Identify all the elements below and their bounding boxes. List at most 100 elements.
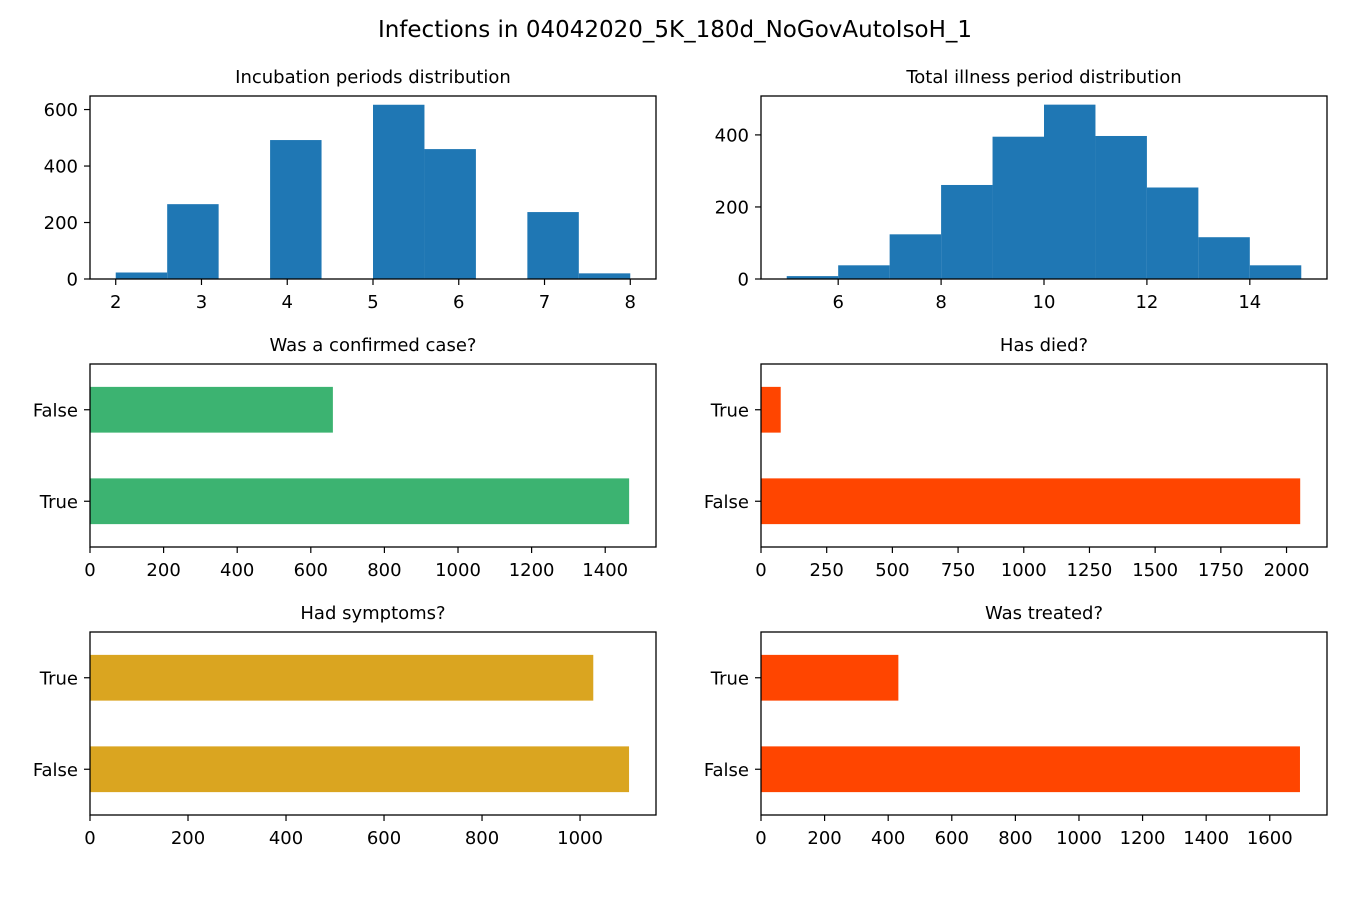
x-tick-label: 500 — [875, 560, 909, 581]
chart-panel: Was a confirmed case? True False 0 200 400 600… — [33, 335, 657, 581]
x-tick-label: 1400 — [1183, 828, 1229, 849]
chart-panel: Incubation periods distribution 2 3 4 5 6 7 8 0 2… — [44, 67, 657, 313]
y-tick-label: 400 — [44, 157, 78, 178]
histogram-bar — [115, 272, 168, 279]
axes-frame — [89, 631, 657, 816]
x-tick-label: 0 — [84, 828, 95, 849]
panel-title: Was a confirmed case? — [270, 335, 477, 356]
histogram-bar — [992, 136, 1044, 279]
category-label: False — [704, 760, 749, 781]
x-tick-label: 1000 — [557, 828, 603, 849]
y-tick-label: 200 — [715, 197, 749, 218]
y-tick-label: 0 — [738, 270, 749, 291]
chart-panel: Had symptoms? False True 0 200 400 600 800 1000 — [33, 603, 657, 849]
figure-title: Infections in 04042020_5K_180d_NoGovAuto… — [378, 17, 972, 43]
bar — [761, 746, 1300, 793]
axes-frame — [89, 363, 657, 548]
x-tick-label: 400 — [269, 828, 303, 849]
axes-frame — [760, 95, 1328, 280]
category-label: False — [33, 760, 78, 781]
bar — [761, 654, 899, 701]
x-tick-label: 12 — [1135, 292, 1158, 313]
x-tick-label: 4 — [282, 292, 293, 313]
panel-title: Had symptoms? — [300, 603, 445, 624]
bar — [761, 478, 1301, 525]
bar — [90, 746, 630, 793]
x-tick-label: 2 — [110, 292, 121, 313]
histogram-bar — [578, 273, 631, 279]
x-tick-label: 8 — [935, 292, 946, 313]
bar — [90, 386, 333, 433]
category-label: True — [39, 492, 78, 513]
chart-panel: Was treated? False True 0 200 400 600 800 1000 12… — [704, 603, 1328, 849]
bar — [90, 654, 594, 701]
x-tick-label: 3 — [196, 292, 207, 313]
x-tick-label: 10 — [1033, 292, 1056, 313]
panels: Incubation periods distribution 2 3 4 5 6 7 8 0 2… — [33, 67, 1328, 849]
histogram-bar — [270, 140, 322, 279]
x-tick-label: 0 — [755, 828, 766, 849]
category-label: False — [704, 492, 749, 513]
x-tick-label: 1200 — [1120, 828, 1166, 849]
x-tick-label: 600 — [294, 560, 328, 581]
histogram-bar — [1198, 237, 1250, 279]
histogram-bar — [167, 204, 219, 279]
x-tick-label: 1750 — [1198, 560, 1244, 581]
x-tick-label: 200 — [171, 828, 205, 849]
x-tick-label: 1250 — [1067, 560, 1113, 581]
x-tick-label: 200 — [146, 560, 180, 581]
x-tick-label: 0 — [755, 560, 766, 581]
bar — [90, 478, 630, 525]
x-tick-label: 800 — [465, 828, 499, 849]
x-tick-label: 1000 — [1001, 560, 1047, 581]
x-tick-label: 8 — [625, 292, 636, 313]
x-tick-label: 2000 — [1264, 560, 1310, 581]
category-label: False — [33, 400, 78, 421]
panel-title: Was treated? — [985, 603, 1103, 624]
x-tick-label: 14 — [1238, 292, 1261, 313]
histogram-bar — [838, 265, 890, 279]
y-tick-label: 200 — [44, 213, 78, 234]
x-tick-label: 400 — [871, 828, 905, 849]
x-tick-label: 800 — [998, 828, 1032, 849]
x-tick-label: 800 — [367, 560, 401, 581]
panel-title: Total illness period distribution — [905, 67, 1181, 88]
x-tick-label: 1000 — [435, 560, 481, 581]
x-tick-label: 750 — [941, 560, 975, 581]
x-tick-label: 600 — [367, 828, 401, 849]
panel-title: Incubation periods distribution — [235, 67, 511, 88]
axes-frame — [89, 95, 657, 280]
x-tick-label: 400 — [220, 560, 254, 581]
axes-frame — [760, 363, 1328, 548]
category-label: True — [39, 668, 78, 689]
x-tick-label: 5 — [367, 292, 378, 313]
x-tick-label: 1200 — [509, 560, 555, 581]
panel-title: Has died? — [1000, 335, 1088, 356]
x-tick-label: 1000 — [1056, 828, 1102, 849]
x-tick-label: 600 — [935, 828, 969, 849]
x-tick-label: 1600 — [1247, 828, 1293, 849]
histogram-bar — [786, 276, 839, 279]
x-tick-label: 6 — [832, 292, 843, 313]
y-tick-label: 400 — [715, 125, 749, 146]
y-tick-label: 600 — [44, 100, 78, 121]
category-label: True — [710, 400, 749, 421]
bar — [761, 386, 781, 433]
histogram-bar — [424, 149, 476, 279]
x-tick-label: 0 — [84, 560, 95, 581]
histogram-bar — [527, 212, 579, 279]
x-tick-label: 6 — [453, 292, 464, 313]
x-tick-label: 7 — [539, 292, 550, 313]
category-label: True — [710, 668, 749, 689]
chart-panel: Has died? False True 0 250 500 750 1000 1250 1500… — [704, 335, 1328, 581]
histogram-bar — [1249, 265, 1302, 279]
histogram-bar — [1095, 135, 1147, 279]
x-tick-label: 1500 — [1132, 560, 1178, 581]
histogram-bar — [889, 234, 942, 279]
chart-panel: Total illness period distribution 6 8 10 12 1… — [715, 67, 1328, 313]
x-tick-label: 1400 — [582, 560, 628, 581]
histogram-bar — [373, 104, 425, 279]
y-tick-label: 0 — [67, 270, 78, 291]
axes-frame — [760, 631, 1328, 816]
